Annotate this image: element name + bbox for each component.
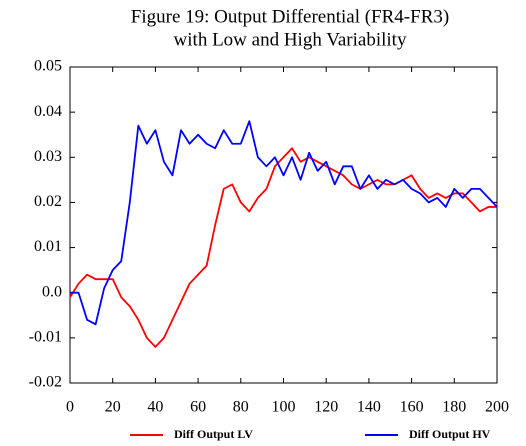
y-tick-label: -0.02 <box>29 374 62 391</box>
x-tick-label: 100 <box>272 399 296 416</box>
y-tick-label: 0.02 <box>34 193 62 210</box>
plot-frame <box>69 66 498 384</box>
y-tick-label: -0.01 <box>29 329 62 346</box>
x-tick-label: 160 <box>400 399 424 416</box>
data-line <box>70 120 498 326</box>
x-tick-label: 200 <box>485 399 509 416</box>
x-tick-label: 80 <box>233 399 249 416</box>
x-tick-label: 0 <box>66 399 74 416</box>
y-tick-label: 0.05 <box>34 58 62 75</box>
y-tick-label: 0.0 <box>42 283 62 300</box>
x-tick-label: 60 <box>190 399 206 416</box>
y-tick-label: 0.04 <box>34 103 62 120</box>
chart-title: with Low and High Variability <box>174 29 407 50</box>
y-tick-label: 0.03 <box>34 148 62 165</box>
data-line <box>69 147 497 348</box>
chart-title: Figure 19: Output Differential (FR4-FR3) <box>131 6 449 27</box>
x-tick-label: 20 <box>105 399 121 416</box>
x-tick-label: 120 <box>314 399 338 416</box>
x-tick-label: 40 <box>147 399 163 416</box>
x-tick-label: 140 <box>357 399 381 416</box>
legend-label: Diff Output HV <box>409 427 491 441</box>
legend-label: Diff Output LV <box>174 427 253 441</box>
y-tick-label: 0.01 <box>34 238 62 255</box>
x-tick-label: 180 <box>442 399 466 416</box>
